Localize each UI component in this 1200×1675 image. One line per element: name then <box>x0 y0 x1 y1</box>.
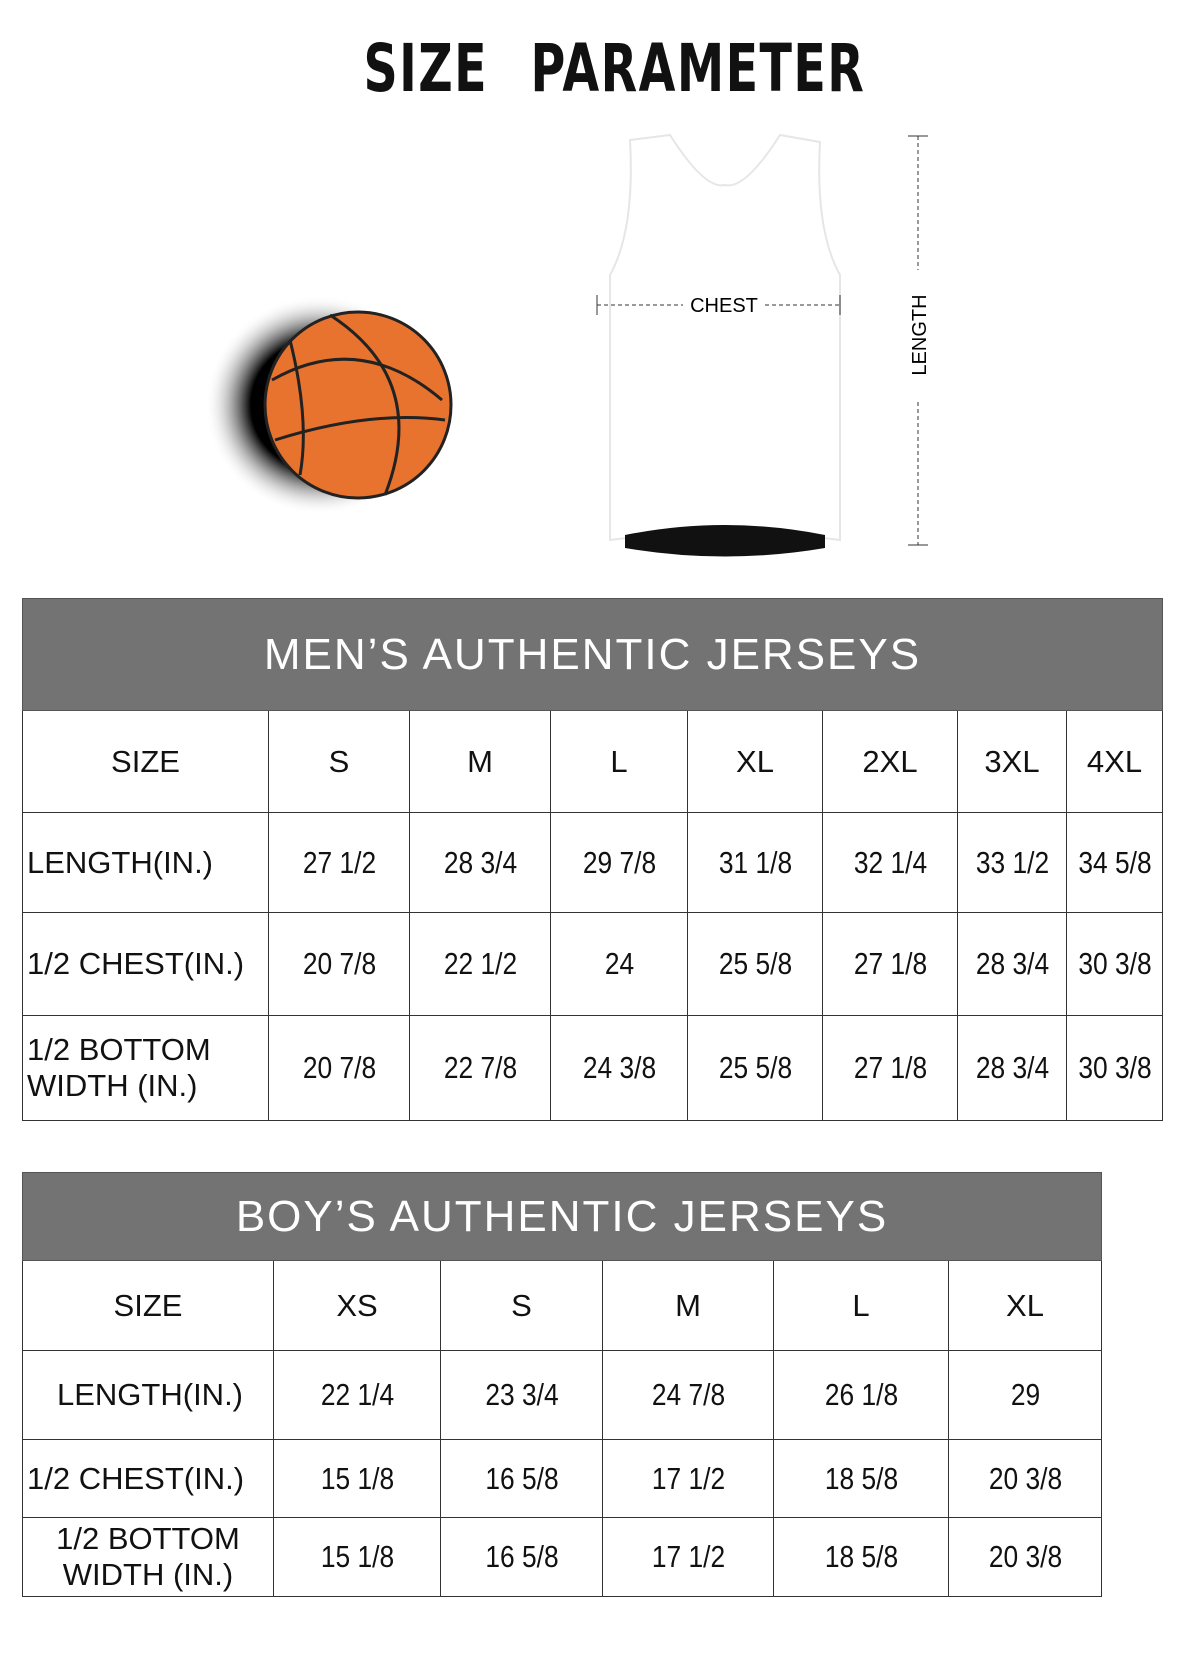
jersey-diagram: CHEST LENGTH <box>596 133 931 557</box>
value-cell: 24 7/8 <box>614 1350 762 1440</box>
value-cell: 30 3/8 <box>1073 912 1156 1016</box>
boy-table-heading: BOY’S AUTHENTIC JERSEYS <box>22 1172 1102 1261</box>
value-cell: 27 1/8 <box>832 912 948 1016</box>
value-cell: 16 5/8 <box>452 1517 591 1597</box>
row-label: 1/2 BOTTOM WIDTH (IN.) <box>22 1517 274 1597</box>
row-label: 1/2 BOTTOM WIDTH (IN.) <box>22 1015 269 1121</box>
row-label: LENGTH(IN.) <box>22 1350 274 1440</box>
table-row: 1/2 CHEST(IN.) 15 1/8 16 5/8 17 1/2 18 5… <box>22 1439 1102 1518</box>
table-row: 1/2 BOTTOM WIDTH (IN.) 20 7/8 22 7/8 24 … <box>22 1015 1163 1121</box>
value-cell: 34 5/8 <box>1073 812 1156 913</box>
value-cell: 18 5/8 <box>786 1439 936 1518</box>
value-cell: 33 1/2 <box>965 812 1059 913</box>
value-cell: 23 3/4 <box>452 1350 591 1440</box>
value-cell: 25 5/8 <box>697 912 813 1016</box>
table-row: LENGTH(IN.) 22 1/4 23 3/4 24 7/8 26 1/8 … <box>22 1350 1102 1440</box>
value-cell: 17 1/2 <box>614 1439 762 1518</box>
size-cell: 2XL <box>822 710 958 813</box>
row-label: 1/2 CHEST(IN.) <box>22 912 269 1016</box>
men-size-row: SIZE S M L XL 2XL 3XL 4XL <box>22 710 1163 813</box>
value-cell: 30 3/8 <box>1073 1015 1156 1121</box>
value-cell: 15 1/8 <box>285 1517 429 1597</box>
value-cell: 31 1/8 <box>697 812 813 913</box>
boy-size-row: SIZE XS S M L XL <box>22 1260 1102 1351</box>
size-cell: XL <box>687 710 823 813</box>
size-cell: XS <box>273 1260 441 1351</box>
size-cell: L <box>550 710 688 813</box>
value-cell: 28 3/4 <box>965 1015 1059 1121</box>
table-row: LENGTH(IN.) 27 1/2 28 3/4 29 7/8 31 1/8 … <box>22 812 1163 913</box>
value-cell: 28 3/4 <box>419 812 541 913</box>
men-size-table: MEN’S AUTHENTIC JERSEYS SIZE S M L XL 2X… <box>22 598 1163 1121</box>
size-cell: S <box>440 1260 603 1351</box>
value-cell: 22 1/4 <box>285 1350 429 1440</box>
value-cell: 16 5/8 <box>452 1439 591 1518</box>
value-cell: 29 7/8 <box>560 812 678 913</box>
value-cell: 18 5/8 <box>786 1517 936 1597</box>
value-cell: 15 1/8 <box>285 1439 429 1518</box>
size-cell: 3XL <box>957 710 1067 813</box>
size-cell: 4XL <box>1066 710 1163 813</box>
value-cell: 25 5/8 <box>697 1015 813 1121</box>
value-cell: 22 7/8 <box>419 1015 541 1121</box>
value-cell: 26 1/8 <box>786 1350 936 1440</box>
size-cell: M <box>409 710 551 813</box>
size-cell: XL <box>948 1260 1102 1351</box>
value-cell: 20 3/8 <box>959 1517 1091 1597</box>
size-label: SIZE <box>22 710 269 813</box>
table-row: 1/2 BOTTOM WIDTH (IN.) 15 1/8 16 5/8 17 … <box>22 1517 1102 1597</box>
value-cell: 20 3/8 <box>959 1439 1091 1518</box>
table-row: 1/2 CHEST(IN.) 20 7/8 22 1/2 24 25 5/8 2… <box>22 912 1163 1016</box>
value-cell: 27 1/8 <box>832 1015 948 1121</box>
basketball-icon <box>205 295 453 515</box>
row-label: LENGTH(IN.) <box>22 812 269 913</box>
chest-label: CHEST <box>690 295 758 317</box>
row-label: 1/2 CHEST(IN.) <box>22 1439 274 1518</box>
size-cell: S <box>268 710 410 813</box>
boy-size-table: BOY’S AUTHENTIC JERSEYS SIZE XS S M L XL… <box>22 1172 1102 1597</box>
value-cell: 24 <box>560 912 678 1016</box>
value-cell: 20 7/8 <box>278 912 400 1016</box>
value-cell: 29 <box>959 1350 1091 1440</box>
length-label: LENGTH <box>909 294 931 375</box>
size-cell: M <box>602 1260 774 1351</box>
value-cell: 27 1/2 <box>278 812 400 913</box>
value-cell: 28 3/4 <box>965 912 1059 1016</box>
men-table-heading: MEN’S AUTHENTIC JERSEYS <box>22 598 1163 711</box>
value-cell: 20 7/8 <box>278 1015 400 1121</box>
value-cell: 32 1/4 <box>832 812 948 913</box>
page-title: SIZE PARAMETER <box>363 30 866 107</box>
size-cell: L <box>773 1260 949 1351</box>
value-cell: 17 1/2 <box>614 1517 762 1597</box>
value-cell: 22 1/2 <box>419 912 541 1016</box>
size-label: SIZE <box>22 1260 274 1351</box>
value-cell: 24 3/8 <box>560 1015 678 1121</box>
